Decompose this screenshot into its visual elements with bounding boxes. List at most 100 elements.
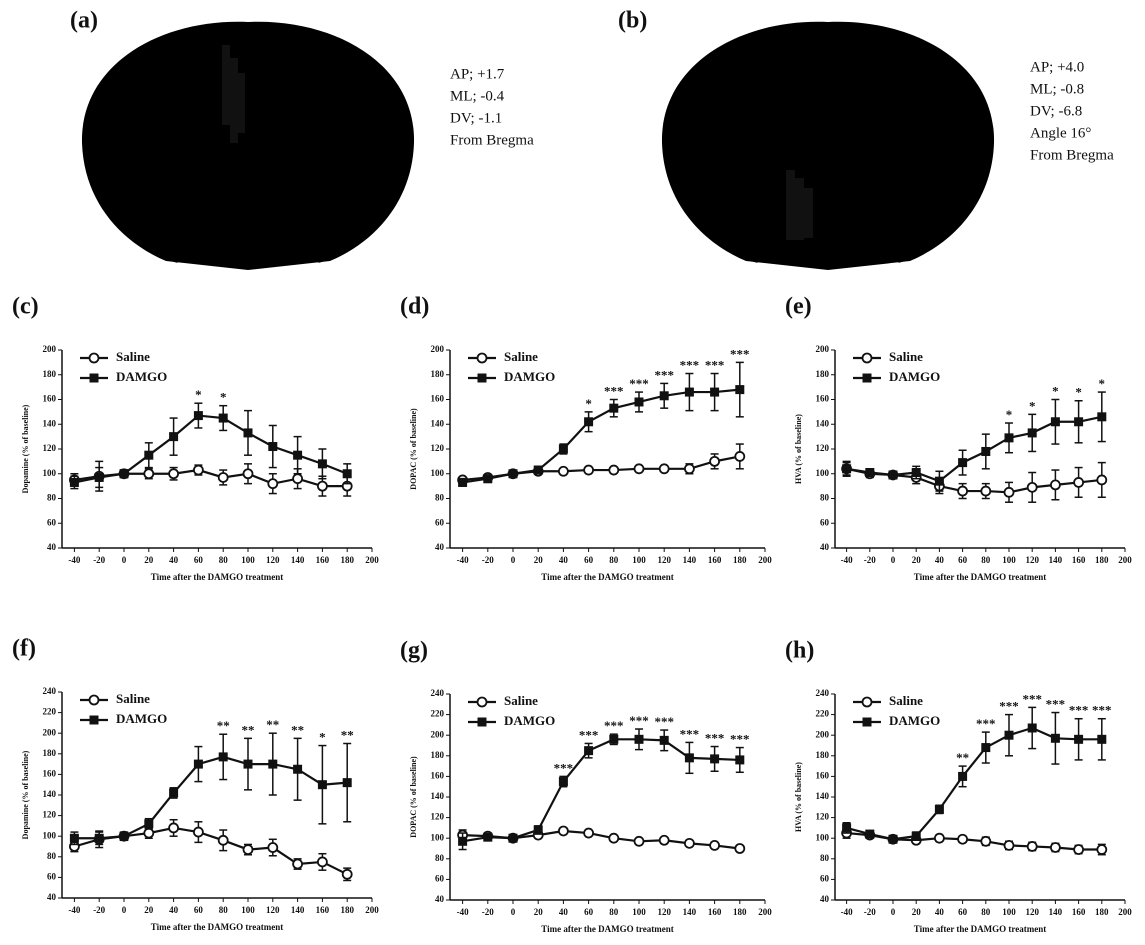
significance-marker: ***: [999, 699, 1019, 714]
significance-marker: ***: [604, 718, 624, 733]
data-point: [635, 837, 644, 846]
data-point: [318, 459, 327, 468]
x-tick-label: 40: [169, 905, 179, 915]
x-tick-label: -40: [841, 907, 853, 917]
x-tick-label: -40: [457, 555, 469, 565]
x-tick-label: 100: [241, 555, 255, 565]
x-axis-label: Time after the DAMGO treatment: [541, 572, 673, 582]
data-point: [194, 411, 203, 420]
data-point: [244, 845, 253, 854]
significance-marker: *: [585, 396, 592, 411]
data-point: [685, 464, 694, 473]
data-point: [509, 834, 518, 843]
x-tick-label: 100: [241, 905, 255, 915]
panel-label: (f): [12, 636, 36, 662]
x-axis-label: Time after the DAMGO treatment: [151, 922, 283, 932]
data-point: [1028, 842, 1037, 851]
significance-marker: ***: [579, 727, 599, 742]
data-point: [169, 432, 178, 441]
significance-marker: *: [1075, 385, 1082, 400]
brain-section: [662, 22, 994, 270]
series-line: [847, 417, 1102, 481]
y-axis-label: DOPAC (% of baseline): [409, 756, 418, 838]
data-point: [584, 829, 593, 838]
significance-marker: ***: [705, 731, 725, 746]
y-tick-label: 220: [816, 709, 830, 719]
significance-marker: ***: [654, 714, 674, 729]
significance-marker: *: [1099, 376, 1106, 391]
y-tick-label: 180: [816, 750, 830, 760]
coordinate-text: From Bregma: [450, 132, 534, 148]
y-tick-label: 120: [43, 443, 57, 453]
legend-marker: [90, 696, 99, 705]
data-point: [144, 451, 153, 460]
x-tick-label: 80: [981, 555, 991, 565]
legend-marker: [863, 698, 872, 707]
coordinate-text: From Bregma: [1030, 147, 1114, 163]
probe-track: [786, 170, 795, 240]
data-point: [710, 754, 719, 763]
legend-label: Saline: [116, 349, 150, 364]
data-point: [95, 473, 104, 482]
x-tick-label: 0: [891, 555, 896, 565]
data-point: [144, 469, 153, 478]
series-line: [74, 757, 347, 838]
data-point: [660, 736, 669, 745]
y-tick-label: 40: [47, 542, 57, 552]
legend-marker: [478, 718, 487, 727]
x-tick-label: 60: [584, 555, 594, 565]
y-tick-label: 160: [43, 394, 57, 404]
significance-marker: **: [341, 727, 354, 742]
data-point: [268, 442, 277, 451]
x-tick-label: 0: [122, 905, 127, 915]
x-tick-label: 20: [144, 555, 154, 565]
significance-marker: *: [319, 730, 326, 745]
significance-marker: ***: [554, 760, 574, 775]
x-tick-label: 180: [340, 905, 354, 915]
y-tick-label: 120: [431, 812, 445, 822]
x-tick-label: 200: [1118, 907, 1132, 917]
y-axis-label: HVA (% of baseline): [794, 414, 803, 484]
x-tick-label: 80: [609, 555, 619, 565]
data-point: [1051, 843, 1060, 852]
legend-marker: [478, 354, 487, 363]
series-line: [463, 831, 740, 849]
data-point: [219, 752, 228, 761]
legend-marker: [90, 716, 99, 725]
data-point: [1074, 845, 1083, 854]
data-point: [1074, 478, 1083, 487]
x-tick-label: 100: [632, 555, 646, 565]
series-line: [847, 833, 1102, 849]
x-tick-label: -40: [68, 555, 80, 565]
data-point: [1005, 488, 1014, 497]
y-axis-label: DOPAC (% of baseline): [409, 408, 418, 490]
significance-marker: ***: [680, 726, 700, 741]
significance-marker: ***: [730, 732, 750, 747]
legend-label: Saline: [889, 693, 923, 708]
x-tick-label: 140: [1049, 907, 1063, 917]
data-point: [660, 836, 669, 845]
data-point: [1028, 483, 1037, 492]
x-tick-label: 20: [534, 555, 544, 565]
data-point: [981, 487, 990, 496]
significance-marker: ***: [1069, 703, 1089, 718]
data-point: [343, 469, 352, 478]
y-tick-label: 240: [43, 686, 57, 696]
data-point: [958, 458, 967, 467]
x-tick-label: 20: [912, 907, 922, 917]
data-point: [889, 470, 898, 479]
data-point: [244, 428, 253, 437]
data-point: [559, 826, 568, 835]
legend-marker: [478, 698, 487, 707]
significance-marker: ***: [1092, 703, 1112, 718]
legend-label: Saline: [504, 693, 538, 708]
panel-label: (e): [785, 294, 812, 320]
x-tick-label: 180: [1095, 907, 1109, 917]
x-tick-label: 140: [291, 905, 305, 915]
y-tick-label: 60: [47, 871, 57, 881]
x-tick-label: 80: [981, 907, 991, 917]
data-point: [935, 477, 944, 486]
coordinate-text: ML; -0.4: [450, 88, 505, 104]
data-point: [912, 468, 921, 477]
data-point: [293, 860, 302, 869]
